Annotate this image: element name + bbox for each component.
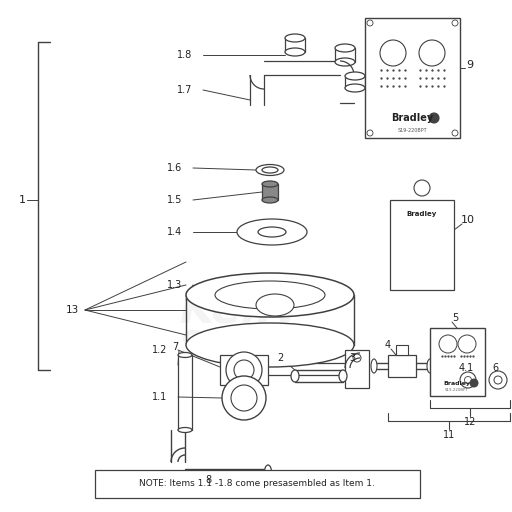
Text: Kelly: Kelly	[179, 288, 301, 331]
Text: 1.8: 1.8	[177, 50, 193, 60]
Ellipse shape	[335, 44, 355, 52]
Circle shape	[367, 20, 373, 26]
Text: 5: 5	[452, 313, 458, 323]
Text: 1.7: 1.7	[177, 85, 193, 95]
Ellipse shape	[285, 48, 305, 56]
Circle shape	[452, 20, 458, 26]
Text: 1.5: 1.5	[167, 195, 183, 205]
Text: 11: 11	[443, 430, 455, 440]
Text: 1.1: 1.1	[153, 392, 167, 402]
Ellipse shape	[256, 164, 284, 176]
Text: 1: 1	[18, 195, 26, 205]
Circle shape	[367, 130, 373, 136]
Ellipse shape	[186, 273, 354, 317]
Bar	[430, 328, 485, 396]
Circle shape	[234, 360, 254, 380]
Text: 10: 10	[461, 215, 475, 225]
Bar	[262, 184, 278, 200]
Text: 1.6: 1.6	[167, 163, 183, 173]
Text: 4.1: 4.1	[458, 363, 474, 373]
Circle shape	[494, 376, 502, 384]
Ellipse shape	[215, 281, 325, 309]
Text: 2: 2	[277, 353, 283, 363]
Text: 4: 4	[385, 340, 391, 350]
Circle shape	[439, 335, 457, 353]
Bar	[390, 200, 454, 290]
Ellipse shape	[237, 219, 307, 245]
Ellipse shape	[291, 370, 299, 382]
Bar	[396, 345, 408, 355]
Ellipse shape	[345, 84, 365, 92]
Text: 12: 12	[464, 417, 476, 427]
Text: 6: 6	[492, 363, 498, 373]
Text: 7: 7	[172, 342, 178, 352]
Text: Bradley: Bradley	[391, 113, 433, 123]
Circle shape	[452, 130, 458, 136]
Text: Bradley: Bradley	[443, 380, 471, 386]
Circle shape	[429, 113, 439, 123]
Text: S19-220BPT: S19-220BPT	[445, 388, 469, 392]
Circle shape	[470, 379, 478, 387]
Text: NOTE: Items 1.1 -1.8 come presasembled as Item 1.: NOTE: Items 1.1 -1.8 come presasembled a…	[139, 480, 375, 488]
Circle shape	[222, 376, 266, 420]
Bar	[388, 355, 416, 377]
Text: 1.3: 1.3	[167, 280, 183, 290]
Bar	[335, 48, 355, 62]
Circle shape	[489, 371, 507, 389]
Circle shape	[353, 354, 361, 362]
Bar	[285, 38, 305, 52]
Text: 1.2: 1.2	[152, 345, 168, 355]
Circle shape	[226, 352, 262, 388]
Bar	[220, 355, 268, 385]
Bar	[345, 350, 369, 388]
Ellipse shape	[262, 197, 278, 203]
Ellipse shape	[265, 465, 271, 479]
Ellipse shape	[427, 359, 433, 373]
Circle shape	[414, 180, 430, 196]
Text: SUPPLY: SUPPLY	[179, 328, 331, 362]
Bar	[345, 76, 365, 88]
Text: S19-220BPT: S19-220BPT	[397, 127, 427, 133]
Ellipse shape	[258, 227, 286, 237]
Ellipse shape	[345, 72, 365, 80]
Circle shape	[464, 376, 472, 383]
Circle shape	[231, 385, 257, 411]
Ellipse shape	[186, 323, 354, 367]
Circle shape	[380, 40, 406, 66]
Circle shape	[458, 335, 476, 353]
Text: 13: 13	[66, 305, 79, 315]
Ellipse shape	[178, 428, 192, 433]
Text: 9: 9	[466, 60, 474, 70]
Ellipse shape	[178, 352, 192, 357]
Ellipse shape	[335, 58, 355, 66]
Ellipse shape	[339, 370, 347, 382]
Text: 3: 3	[349, 353, 355, 363]
Circle shape	[419, 40, 445, 66]
Ellipse shape	[256, 294, 294, 316]
Text: Bradley: Bradley	[407, 211, 437, 217]
Ellipse shape	[262, 181, 278, 187]
Ellipse shape	[371, 359, 377, 373]
Text: 8: 8	[205, 475, 211, 485]
Ellipse shape	[285, 34, 305, 42]
Bar	[95, 470, 420, 498]
Bar	[365, 18, 460, 138]
Ellipse shape	[262, 167, 278, 173]
Text: 1.4: 1.4	[167, 227, 183, 237]
Circle shape	[460, 372, 476, 388]
